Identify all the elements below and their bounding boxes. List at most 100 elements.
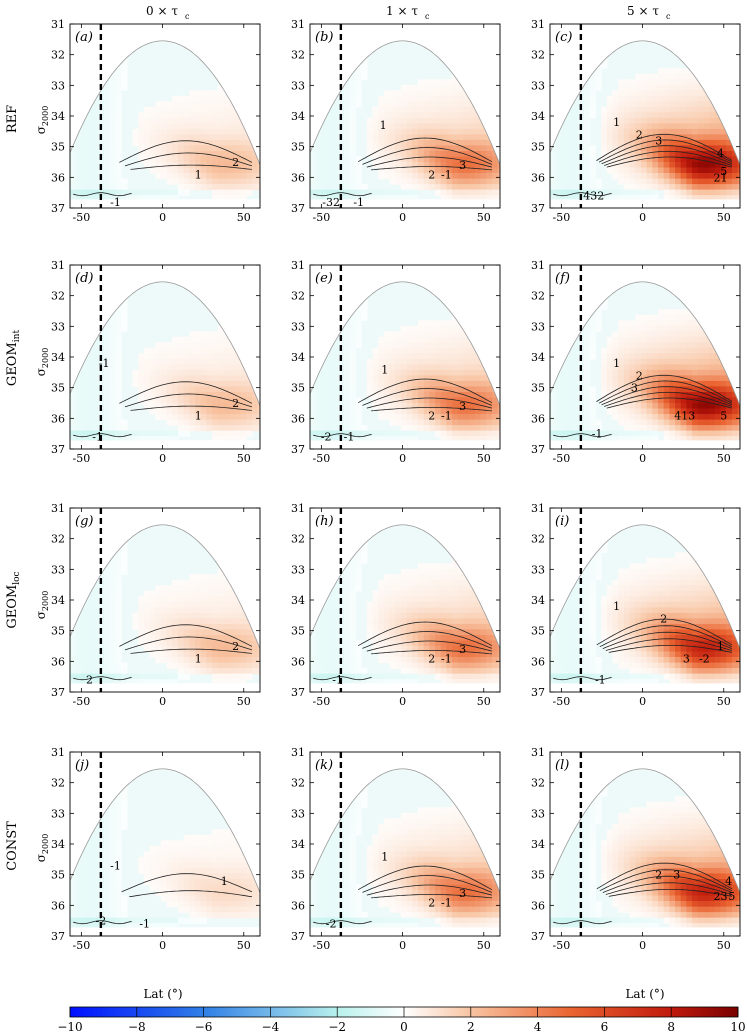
field-cell xyxy=(612,331,619,338)
field-cell xyxy=(257,178,260,185)
field-cell xyxy=(697,62,705,69)
field-cell xyxy=(378,358,385,365)
field-cell xyxy=(93,271,99,277)
field-cell xyxy=(646,128,653,135)
field-cell xyxy=(680,68,687,75)
field-cell xyxy=(623,79,631,86)
field-cell xyxy=(658,173,665,180)
column-title-0: 0 × τ c xyxy=(146,4,190,21)
field-cell xyxy=(663,128,670,135)
field-cell xyxy=(423,397,430,404)
field-cell xyxy=(584,51,591,58)
field-cell xyxy=(149,392,156,399)
field-cell xyxy=(714,68,722,75)
field-cell xyxy=(555,403,562,410)
field-cell xyxy=(160,436,168,441)
field-cell xyxy=(584,128,591,135)
field-cell xyxy=(635,79,642,86)
field-cell xyxy=(709,178,716,185)
field-cell xyxy=(584,90,591,97)
field-cell xyxy=(229,123,236,130)
field-cell xyxy=(669,430,676,437)
field-cell xyxy=(567,353,574,360)
field-cell xyxy=(720,90,727,97)
field-cell xyxy=(737,79,740,86)
field-cell xyxy=(121,309,128,316)
field-cell xyxy=(429,178,436,185)
field-cell xyxy=(567,397,574,404)
field-cell xyxy=(418,178,425,185)
field-cell xyxy=(561,95,568,102)
contour-line xyxy=(606,156,732,168)
field-cell xyxy=(138,117,145,124)
field-cell xyxy=(572,281,579,283)
field-cell xyxy=(92,106,99,113)
field-cell xyxy=(480,347,487,354)
field-cell xyxy=(629,195,636,200)
field-cell xyxy=(240,436,247,441)
field-cell xyxy=(629,403,636,410)
field-cell xyxy=(355,90,362,97)
field-cell xyxy=(731,79,739,86)
field-cell xyxy=(589,195,597,200)
field-cell xyxy=(257,414,260,421)
field-cell xyxy=(618,392,625,399)
contour-line-deep xyxy=(73,433,132,438)
field-cell xyxy=(567,436,574,441)
field-cell xyxy=(166,101,173,108)
field-cell xyxy=(446,375,453,382)
field-cell xyxy=(361,271,367,277)
field-cell xyxy=(229,380,236,387)
field-cell xyxy=(160,430,168,437)
field-cell xyxy=(457,414,465,421)
field-cell xyxy=(709,145,716,152)
field-cell xyxy=(635,123,642,130)
field-cell xyxy=(555,309,562,316)
field-cell xyxy=(155,195,162,200)
field-cell xyxy=(372,134,379,141)
field-cell xyxy=(686,314,693,321)
field-cell xyxy=(92,57,99,64)
field-cell xyxy=(257,167,260,174)
field-cell xyxy=(189,425,196,432)
field-cell xyxy=(692,201,698,207)
field-cell xyxy=(355,331,362,338)
field-cell xyxy=(703,117,710,124)
field-cell xyxy=(612,189,619,196)
contour-label: -1 xyxy=(99,357,110,370)
field-cell xyxy=(663,386,670,393)
field-cell xyxy=(726,106,733,113)
field-cell xyxy=(640,364,648,371)
field-cell xyxy=(75,419,82,426)
field-cell xyxy=(463,79,470,86)
field-cell xyxy=(251,90,259,97)
field-cell xyxy=(92,167,99,174)
field-cell xyxy=(623,173,631,180)
field-cell xyxy=(372,375,379,382)
field-cell xyxy=(138,112,145,119)
field-cell xyxy=(412,134,419,141)
ylabel-row-2: σ2000 xyxy=(34,591,50,620)
field-cell xyxy=(389,101,396,108)
field-cell xyxy=(344,380,351,387)
field-cell xyxy=(480,353,487,360)
field-cell xyxy=(491,380,499,387)
field-cell xyxy=(178,342,185,349)
field-cell xyxy=(731,117,739,124)
field-cell xyxy=(70,314,77,321)
field-cell xyxy=(550,369,557,376)
field-cell xyxy=(606,123,614,130)
field-cell xyxy=(240,414,247,421)
field-cell xyxy=(714,134,722,141)
field-cell xyxy=(440,325,447,332)
field-cell xyxy=(423,151,430,158)
field-cell xyxy=(70,57,77,64)
field-cell xyxy=(70,386,77,393)
field-cell xyxy=(115,73,122,80)
field-cell xyxy=(675,403,682,410)
field-cell xyxy=(246,151,253,158)
field-cell xyxy=(332,303,339,310)
field-cell xyxy=(143,386,151,393)
field-cell xyxy=(257,112,260,119)
